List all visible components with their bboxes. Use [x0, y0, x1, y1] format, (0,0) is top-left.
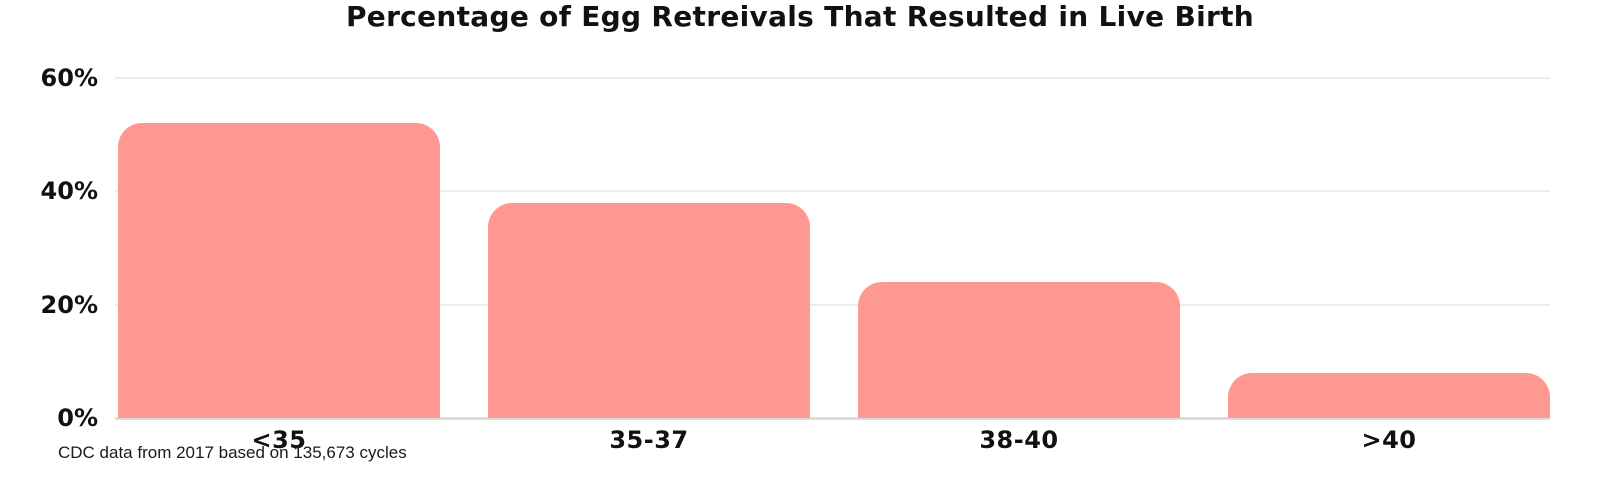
- x-tick-label-<35: <35: [251, 426, 307, 454]
- bar->40: [1228, 372, 1550, 418]
- gridline-60: [115, 77, 1550, 79]
- chart-title: Percentage of Egg Retreivals That Result…: [345, 0, 1255, 33]
- x-tick-label-38-40: 38-40: [979, 426, 1059, 454]
- x-tick-label-35-37: 35-37: [609, 426, 689, 454]
- y-tick-label-20: 20%: [40, 290, 98, 319]
- y-tick-label-60: 60%: [40, 64, 98, 92]
- plot-area: <35 35-37 38-40 >40: [115, 77, 1550, 454]
- bar-35-37: [488, 202, 810, 418]
- bar-<35: [118, 123, 440, 418]
- chart-footnote: CDC data from 2017 based on 135,673 cycl…: [58, 443, 407, 462]
- gridline-0: [115, 417, 1550, 420]
- gridline-20: [115, 303, 1550, 306]
- gridline-40: [115, 190, 1550, 193]
- y-tick-label-40: 40%: [40, 177, 98, 206]
- x-tick-label->40: >40: [1361, 426, 1417, 454]
- bar-38-40: [858, 282, 1180, 418]
- y-tick-label-0: 0%: [57, 404, 98, 432]
